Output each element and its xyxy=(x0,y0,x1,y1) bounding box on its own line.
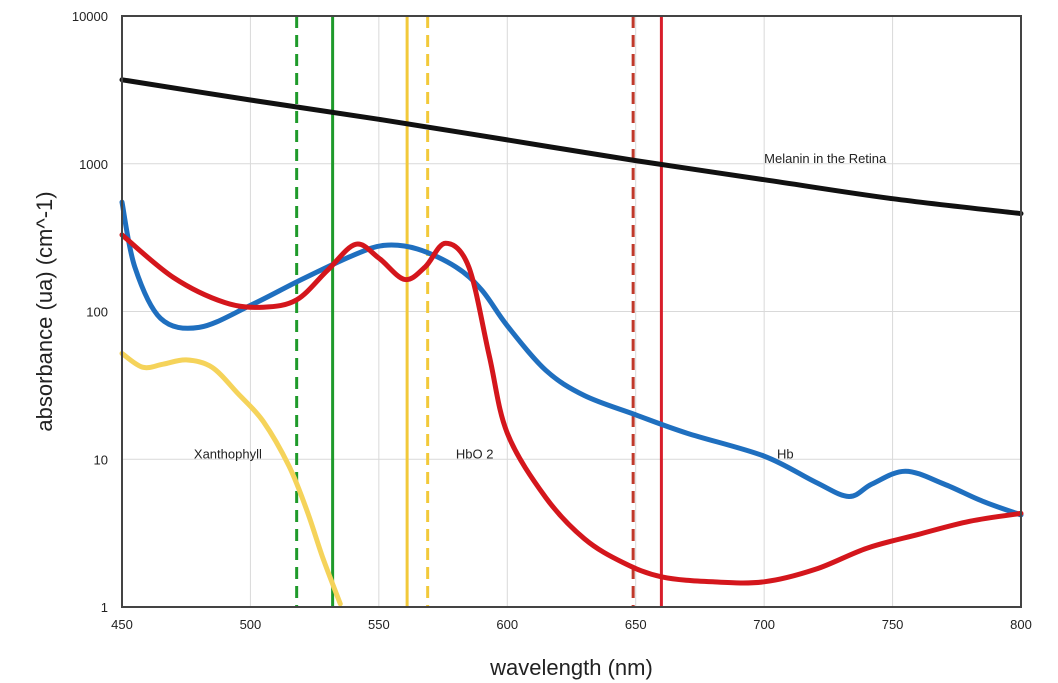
series-line-melanin-in-the-retina xyxy=(119,77,1024,217)
x-tick-label: 450 xyxy=(111,617,133,632)
series-annotation: Hb xyxy=(777,446,794,461)
plot-frame xyxy=(121,15,1022,608)
grid xyxy=(121,16,1022,608)
y-tick-label: 100 xyxy=(86,305,108,320)
y-tick-label: 10 xyxy=(94,452,108,467)
series-annotation: HbO 2 xyxy=(456,446,494,461)
x-axis-title: wavelength (nm) xyxy=(489,655,653,680)
x-tick-label: 650 xyxy=(625,617,647,632)
series-line-hb xyxy=(119,199,1024,518)
y-tick-label: 1 xyxy=(101,600,108,615)
x-tick-label: 800 xyxy=(1010,617,1032,632)
series-line-xanthophyll xyxy=(119,351,343,607)
x-tick-label: 750 xyxy=(882,617,904,632)
x-tick-label: 500 xyxy=(240,617,262,632)
series-annotation: Xanthophyll xyxy=(194,446,262,461)
y-axis-title: absorbance (ua) (cm^-1) xyxy=(32,191,57,431)
x-tick-label: 600 xyxy=(496,617,518,632)
series-annotation: Melanin in the Retina xyxy=(764,151,887,166)
y-tick-label: 10000 xyxy=(72,9,108,24)
x-tick-label: 700 xyxy=(753,617,775,632)
tick-labels: 450 500 550 600 650 700 750 800 1 10 100 1000 10000 xyxy=(72,9,1032,632)
x-tick-label: 550 xyxy=(368,617,390,632)
series-line-hbo-2 xyxy=(119,232,1024,586)
y-tick-label: 1000 xyxy=(79,157,108,172)
annotations: Melanin in the Retina Xanthophyll HbO 2 Hb xyxy=(194,151,887,462)
series-lines xyxy=(119,77,1024,607)
